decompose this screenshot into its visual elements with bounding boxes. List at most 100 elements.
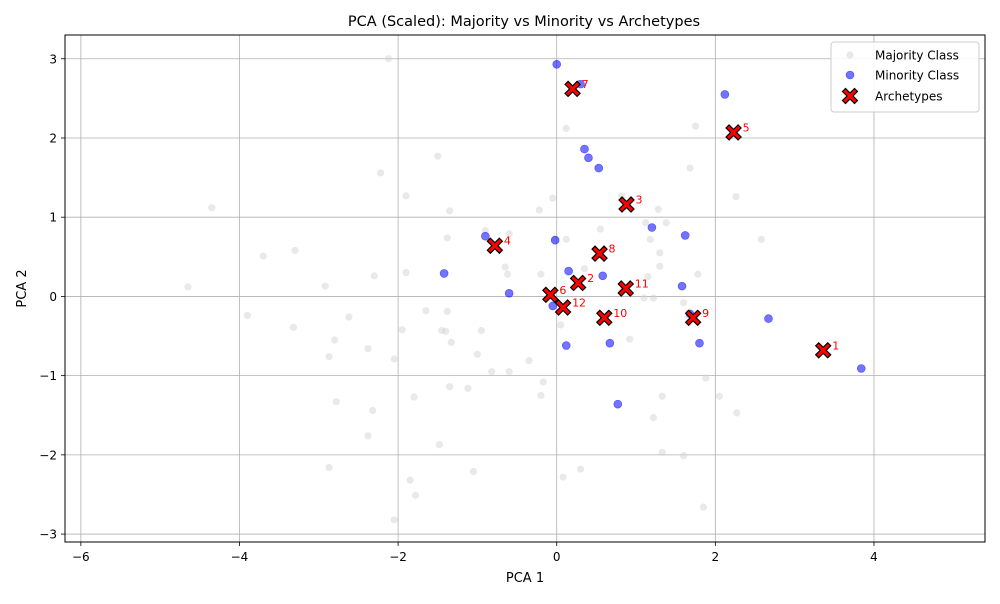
majority-point (618, 192, 626, 200)
archetype-marker (542, 286, 559, 304)
archetype-marker (617, 280, 635, 297)
majority-point (557, 321, 565, 329)
chart-title: PCA (Scaled): Majority vs Minority vs Ar… (348, 14, 700, 30)
archetype-marker (725, 124, 742, 141)
majority-point (686, 164, 694, 172)
x-tick-label: 0 (553, 550, 561, 564)
majority-point (398, 326, 406, 334)
minority-point (856, 364, 866, 373)
majority-point (446, 383, 454, 391)
majority-point (364, 345, 372, 353)
majority-point (434, 152, 442, 160)
majority-point (377, 169, 385, 177)
y-tick-label: 0 (49, 290, 57, 304)
majority-point (402, 269, 410, 277)
minority-point (548, 301, 558, 311)
majority-point (390, 516, 398, 524)
majority-point (435, 440, 443, 449)
majority-point (537, 391, 545, 400)
y-tick-label: 3 (49, 52, 57, 66)
majority-point (402, 192, 410, 200)
minority-point (764, 314, 773, 323)
archetype-label: 6 (559, 284, 566, 297)
majority-point (525, 356, 533, 365)
y-tick-label: 2 (49, 131, 57, 145)
majority-point (446, 207, 454, 215)
majority-point (658, 392, 666, 400)
majority-point (694, 270, 702, 278)
legend-majority-marker (846, 51, 854, 59)
archetype-label: 8 (609, 243, 616, 256)
minority-point (564, 266, 573, 276)
legend-label: Archetypes (875, 90, 943, 104)
majority-point (549, 194, 557, 202)
majority-point (562, 235, 570, 243)
majority-point (331, 336, 339, 344)
minority-point (594, 163, 604, 173)
majority-point (410, 393, 418, 401)
legend-box (830, 41, 980, 113)
majority-point (641, 219, 650, 227)
archetype-label: 2 (587, 272, 594, 285)
majority-point (469, 467, 478, 476)
legend-label: Majority Class (875, 49, 959, 63)
minority-point (680, 231, 690, 240)
x-tick-label: −2 (389, 550, 407, 564)
minority-point (647, 223, 657, 232)
majority-point (447, 338, 455, 346)
archetype-label: 11 (635, 278, 649, 291)
majority-point (626, 335, 634, 343)
majority-point (757, 235, 765, 243)
majority-point (596, 225, 604, 233)
archetype-marker (554, 299, 572, 316)
minority-point (598, 271, 608, 281)
majority-point (390, 355, 398, 363)
majority-point (649, 294, 658, 302)
minority-point (580, 144, 589, 154)
majority-point (644, 273, 652, 281)
majority-point (369, 406, 377, 415)
majority-point (562, 124, 570, 133)
majority-point (477, 326, 485, 335)
majority-point (505, 230, 513, 238)
majority-point (715, 392, 723, 400)
archetype-label: 3 (636, 194, 643, 207)
majority-point (332, 398, 340, 406)
majority-point (656, 262, 664, 270)
minority-point (605, 338, 615, 348)
majority-point (691, 122, 700, 130)
archetype-marker (486, 237, 504, 255)
x-axis-label: PCA 1 (506, 571, 544, 586)
majority-point (559, 473, 567, 481)
majority-point (464, 384, 472, 392)
majority-point (649, 414, 658, 422)
x-tick-label: 2 (712, 550, 720, 564)
majority-point (443, 234, 451, 242)
majority-point (345, 313, 353, 321)
majority-point (364, 432, 372, 440)
majority-point (535, 206, 543, 214)
x-tick-label: −6 (72, 550, 90, 564)
majority-point (662, 219, 670, 227)
legend-label: Minority Class (875, 69, 959, 83)
legend-archetype-marker (841, 87, 859, 105)
majority-series (184, 55, 765, 524)
y-axis-label: PCA 2 (15, 269, 30, 307)
majority-point (406, 476, 414, 484)
archetype-label: 4 (504, 235, 511, 248)
minority-point (561, 341, 571, 350)
majority-point (732, 193, 740, 201)
minority-point (550, 235, 560, 245)
archetype-marker (814, 341, 832, 359)
archetype-marker (618, 196, 635, 213)
majority-point (384, 55, 393, 63)
majority-point (539, 378, 547, 386)
archetype-marker (684, 309, 702, 327)
minority-point (584, 153, 593, 163)
y-tick-label: 1 (49, 211, 57, 225)
archetype-marker (595, 309, 613, 327)
majority-point (501, 263, 509, 271)
majority-point (680, 299, 688, 307)
y-tick-label: −1 (39, 369, 57, 383)
